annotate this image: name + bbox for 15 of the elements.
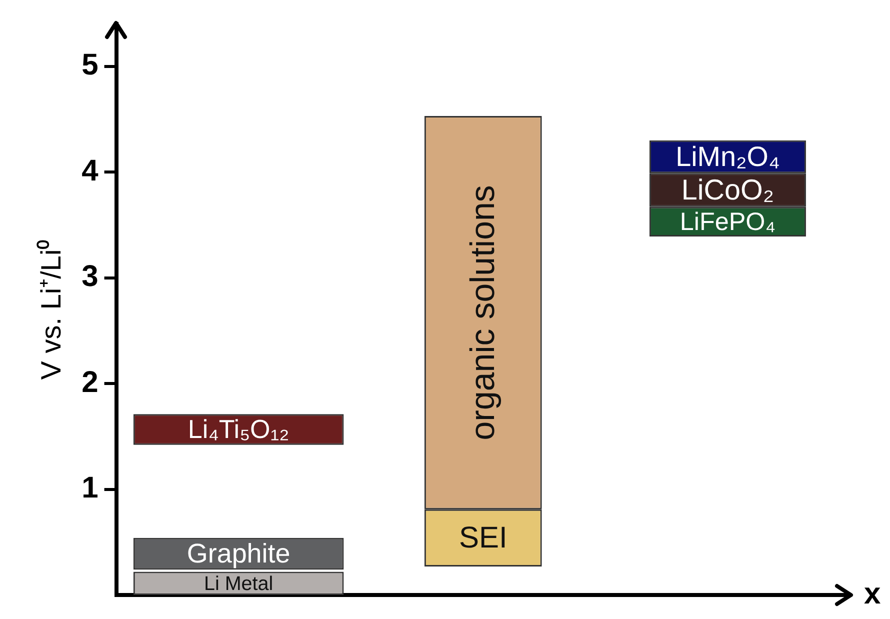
- series-label: LiFePO₄: [680, 208, 776, 236]
- series-label: Graphite: [186, 538, 290, 569]
- x-axis-title: x: [864, 577, 881, 610]
- y-tick-label: 3: [82, 260, 98, 294]
- y-tick-label: 4: [82, 154, 99, 188]
- series-label: organic solutions: [464, 185, 502, 440]
- y-tick-label: 1: [82, 472, 98, 505]
- y-axis-title: V vs. Li⁺/Li⁰: [36, 239, 67, 380]
- series-label: LiMn₂O₄: [676, 140, 780, 172]
- series-label: SEI: [458, 522, 508, 555]
- y-tick-label: 5: [82, 48, 98, 82]
- y-tick-label: 2: [82, 366, 98, 399]
- series-label: Li₄Ti₅O₁₂: [188, 414, 290, 444]
- series-label: LiCoO₂: [681, 174, 774, 206]
- series-label: Li Metal: [204, 572, 274, 595]
